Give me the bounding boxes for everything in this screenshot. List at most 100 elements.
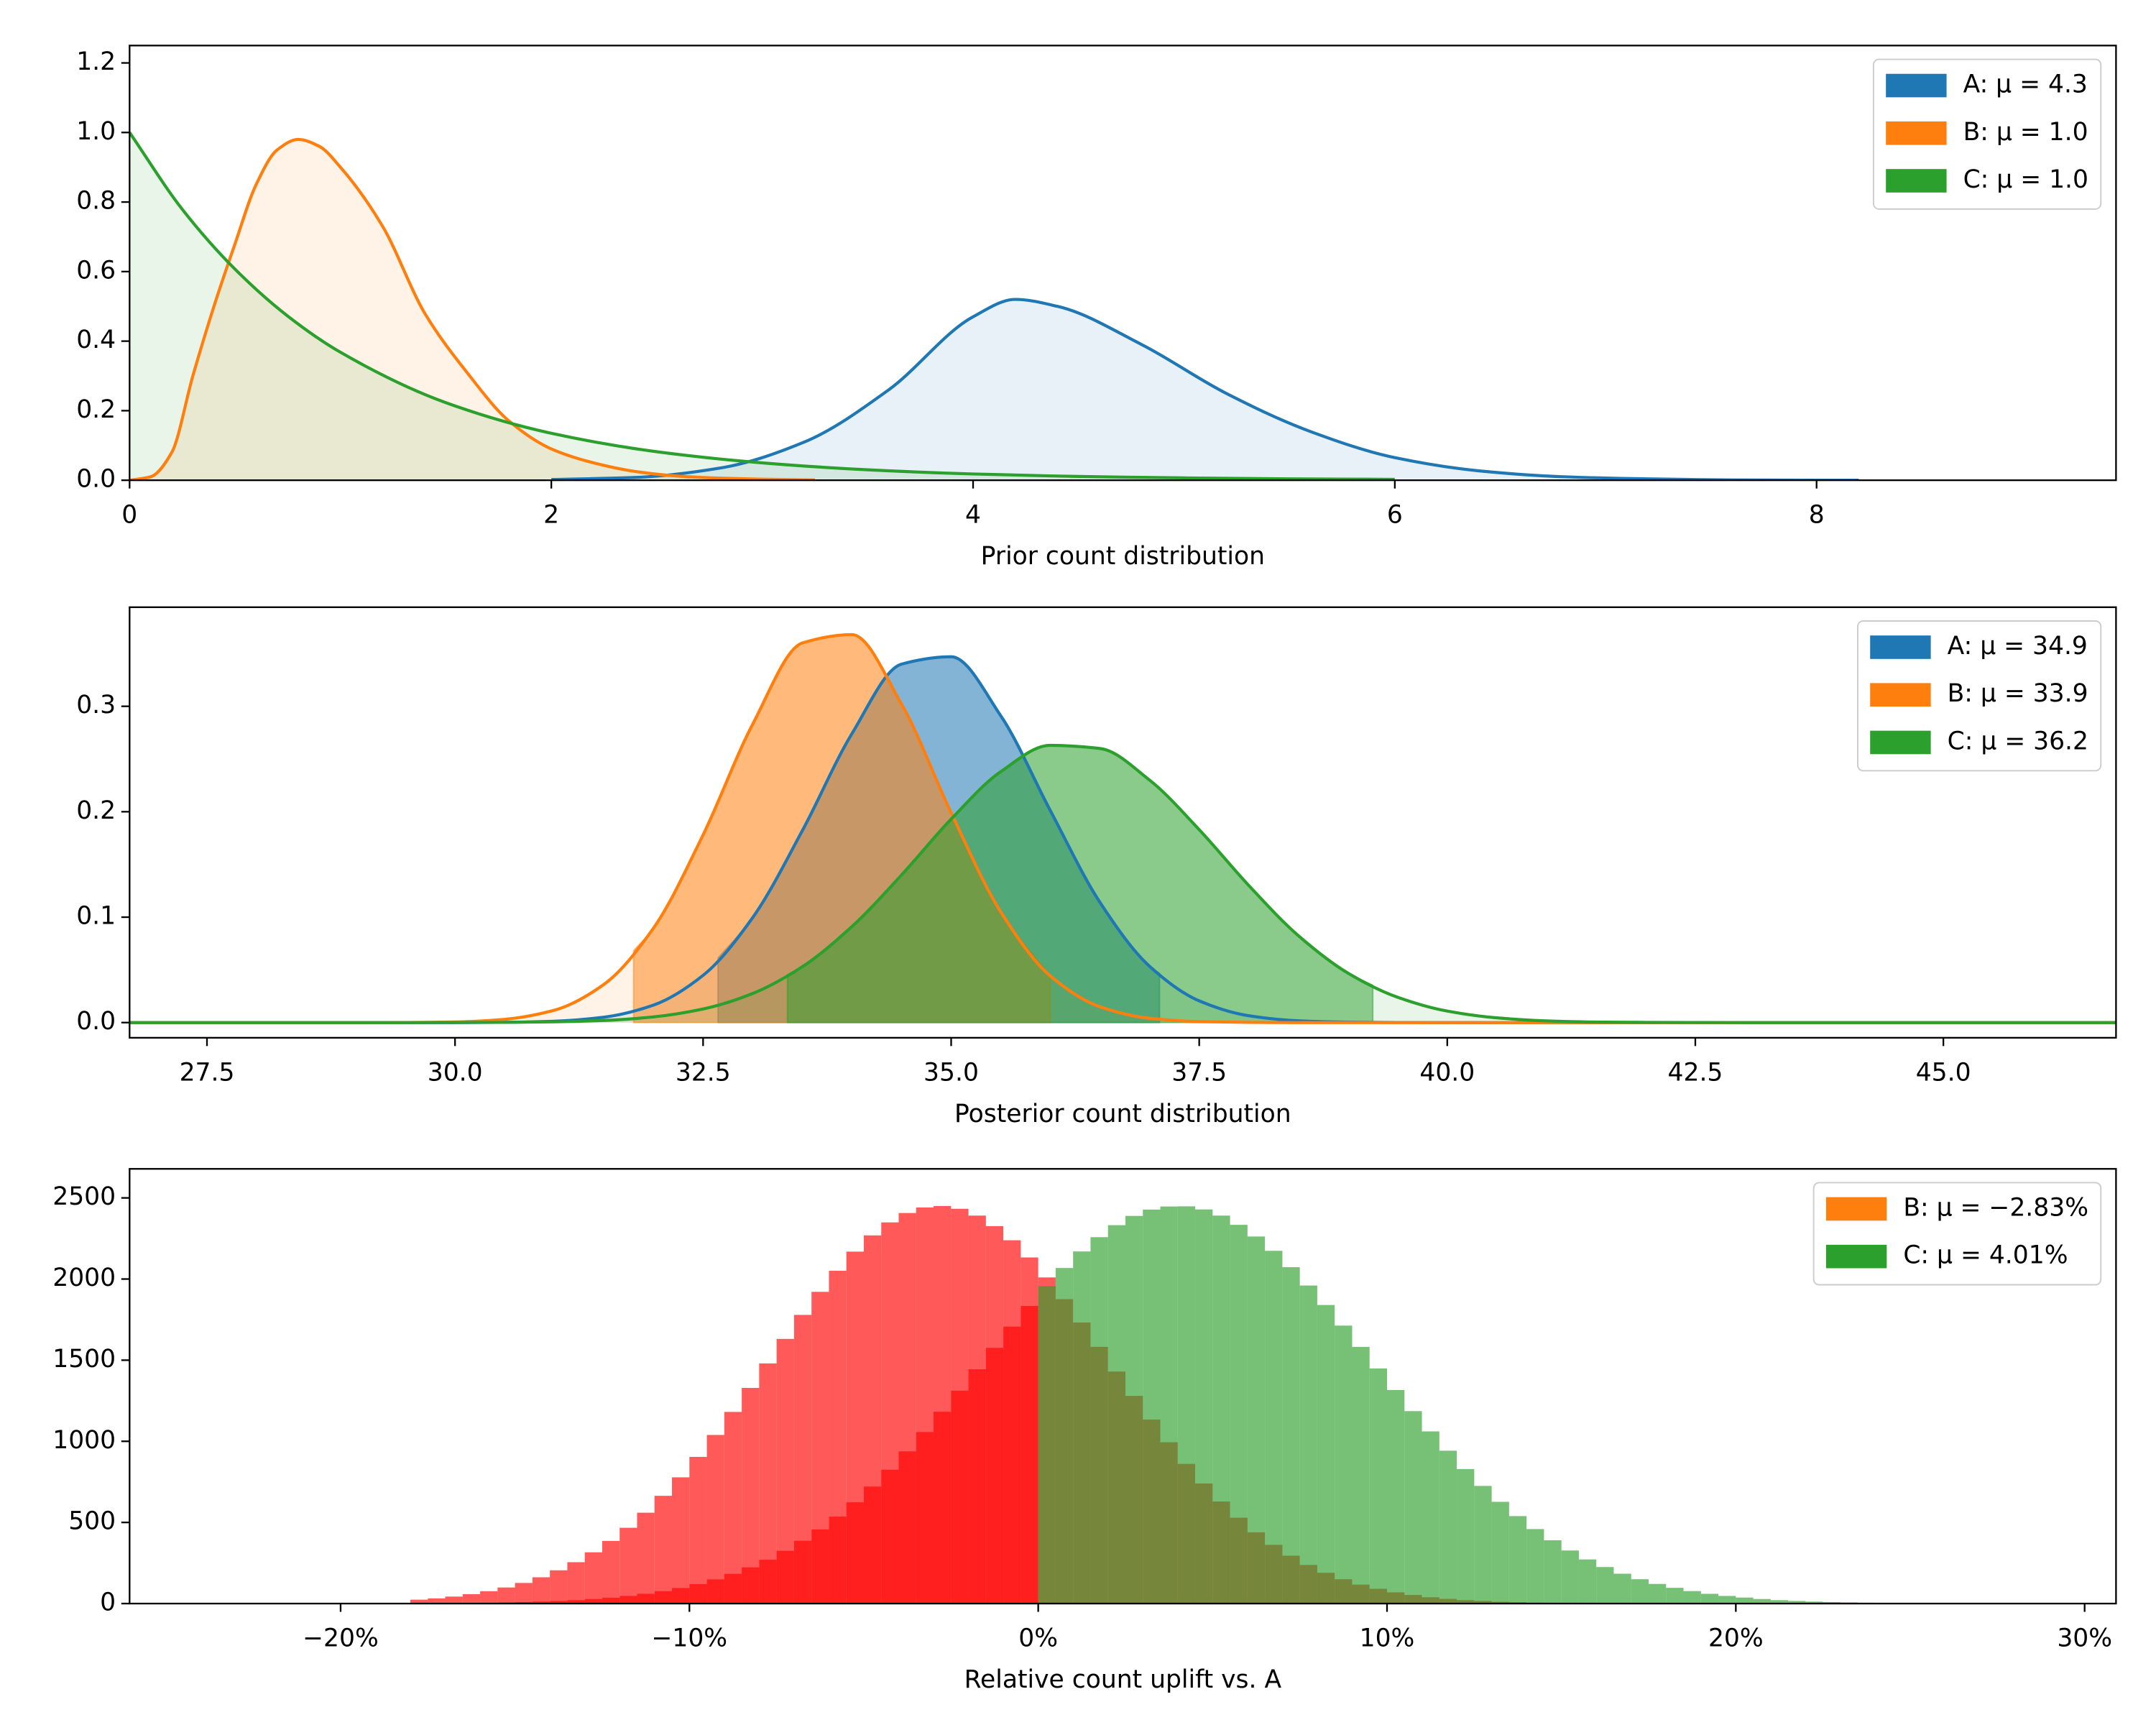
histogram-bar	[1788, 1601, 1806, 1604]
histogram-bar	[1021, 1306, 1038, 1604]
y-tick-label: 1000	[52, 1426, 116, 1455]
x-tick-label: 42.5	[1668, 1058, 1723, 1087]
y-tick-label: 0.0	[76, 1007, 116, 1036]
x-tick-label: 40.0	[1419, 1058, 1475, 1087]
histogram-bar	[1003, 1326, 1021, 1604]
histogram-bar	[672, 1588, 690, 1604]
x-tick-label: −20%	[303, 1624, 379, 1652]
histogram-bar	[706, 1435, 724, 1604]
histogram-bar	[1666, 1588, 1684, 1604]
histogram-bar	[1212, 1215, 1230, 1604]
histogram-bar	[1422, 1431, 1439, 1604]
x-tick-label: 45.0	[1916, 1058, 1971, 1087]
histogram-bar	[742, 1567, 760, 1604]
histogram-bar	[1352, 1346, 1370, 1604]
panel: −20% −10% 0% 10% 20% 30% 0 500 1000 1500 2000 2500 R…	[52, 1168, 2117, 1694]
histogram-bar	[1177, 1206, 1196, 1604]
x-tick-label: 30%	[2057, 1624, 2112, 1652]
histogram-bar	[689, 1583, 707, 1604]
histogram-bar	[1265, 1251, 1283, 1604]
y-tick-label: 500	[68, 1507, 116, 1536]
legend-label: C: μ = 36.2	[1948, 727, 2088, 755]
histogram-bar	[584, 1552, 602, 1604]
legend: A: μ = 4.3 B: μ = 1.0 C: μ = 1.0	[1872, 58, 2102, 210]
histogram-bar	[1649, 1583, 1667, 1604]
histogram-bar	[1195, 1209, 1213, 1604]
histogram-bar	[1282, 1267, 1300, 1604]
legend-label: A: μ = 4.3	[1963, 70, 2088, 99]
axes-frame	[129, 45, 2117, 482]
density-line	[129, 137, 815, 481]
histogram-bar	[1335, 1325, 1353, 1604]
histogram-bar	[829, 1517, 847, 1604]
histogram-bar	[1700, 1593, 1719, 1604]
histogram-bar	[1457, 1468, 1475, 1604]
histogram-bar	[654, 1496, 673, 1604]
histogram-bar	[532, 1577, 550, 1604]
density-line	[129, 132, 1395, 481]
histogram-bar	[1369, 1368, 1387, 1604]
histogram-bar	[532, 1601, 550, 1604]
histogram-bar	[776, 1550, 794, 1604]
histogram-bar	[898, 1451, 916, 1604]
density-line	[551, 298, 1859, 481]
legend-swatch	[1886, 121, 1947, 145]
histogram-bar	[1143, 1209, 1161, 1604]
x-axis-label: Posterior count distribution	[954, 1100, 1291, 1128]
legend-label: C: μ = 1.0	[1963, 165, 2088, 194]
histogram-bar	[1090, 1237, 1108, 1604]
histogram-bar	[846, 1502, 864, 1604]
x-axis-label: Prior count distribution	[981, 542, 1265, 571]
x-tick-label: 27.5	[180, 1058, 235, 1087]
histogram-bar	[724, 1412, 742, 1604]
x-tick-label: 0	[121, 501, 137, 530]
legend-swatch	[1825, 1197, 1887, 1221]
histogram-bar	[480, 1591, 498, 1604]
histogram-bar	[1474, 1486, 1492, 1604]
x-tick-label: 35.0	[923, 1058, 979, 1087]
legend-label: B: μ = −2.83%	[1903, 1193, 2088, 1222]
y-tick-label: 0.3	[76, 691, 116, 719]
y-tick-label: 1500	[52, 1345, 116, 1374]
histogram-bar	[619, 1527, 637, 1604]
x-tick-label: −10%	[651, 1624, 727, 1652]
histogram-bar	[1055, 1268, 1074, 1604]
histogram-bar	[1317, 1305, 1335, 1604]
histogram-bar	[1247, 1236, 1266, 1604]
histogram-bar	[1596, 1567, 1614, 1604]
y-tick-label: 1.0	[76, 117, 116, 146]
histogram-bar	[689, 1456, 707, 1604]
panel: 0 2 4 6 8 0.0 0.2 0.4 0.6 0.8 1.0 1.2 Prior count di…	[76, 45, 2117, 571]
histogram-bar	[602, 1597, 620, 1604]
legend: B: μ = −2.83% C: μ = 4.01%	[1812, 1182, 2102, 1286]
histogram-bar	[968, 1369, 986, 1604]
y-tick-label: 0.4	[76, 326, 116, 354]
histogram-bar	[1160, 1206, 1178, 1604]
y-tick-label: 0.8	[76, 187, 116, 216]
histogram-bar	[1544, 1540, 1562, 1604]
histogram-bar	[1125, 1215, 1143, 1604]
histogram-bar	[637, 1512, 655, 1604]
axes-frame	[129, 1168, 2117, 1605]
histogram-bar	[1683, 1591, 1701, 1604]
histogram-bar	[1805, 1601, 1823, 1604]
histogram-bar	[1491, 1501, 1509, 1604]
histogram-bar	[1038, 1286, 1056, 1604]
x-tick-label: 0%	[1018, 1624, 1058, 1652]
density-area	[551, 299, 1859, 481]
y-tick-label: 0.1	[76, 902, 116, 931]
histogram-bar	[550, 1601, 568, 1604]
histogram-bar	[1073, 1251, 1091, 1604]
histogram-bar	[951, 1390, 969, 1604]
density-area	[129, 139, 815, 481]
histogram-bar	[1770, 1600, 1789, 1604]
histogram-bar	[602, 1540, 620, 1604]
legend-label: A: μ = 34.9	[1948, 632, 2088, 661]
legend-label: B: μ = 33.9	[1948, 679, 2088, 708]
legend-swatch	[1870, 683, 1931, 707]
histogram-bar	[863, 1486, 882, 1604]
x-tick-label: 30.0	[428, 1058, 483, 1087]
y-tick-label: 0	[100, 1588, 116, 1617]
histogram-bar	[811, 1529, 829, 1604]
x-tick-label: 4	[965, 501, 981, 530]
